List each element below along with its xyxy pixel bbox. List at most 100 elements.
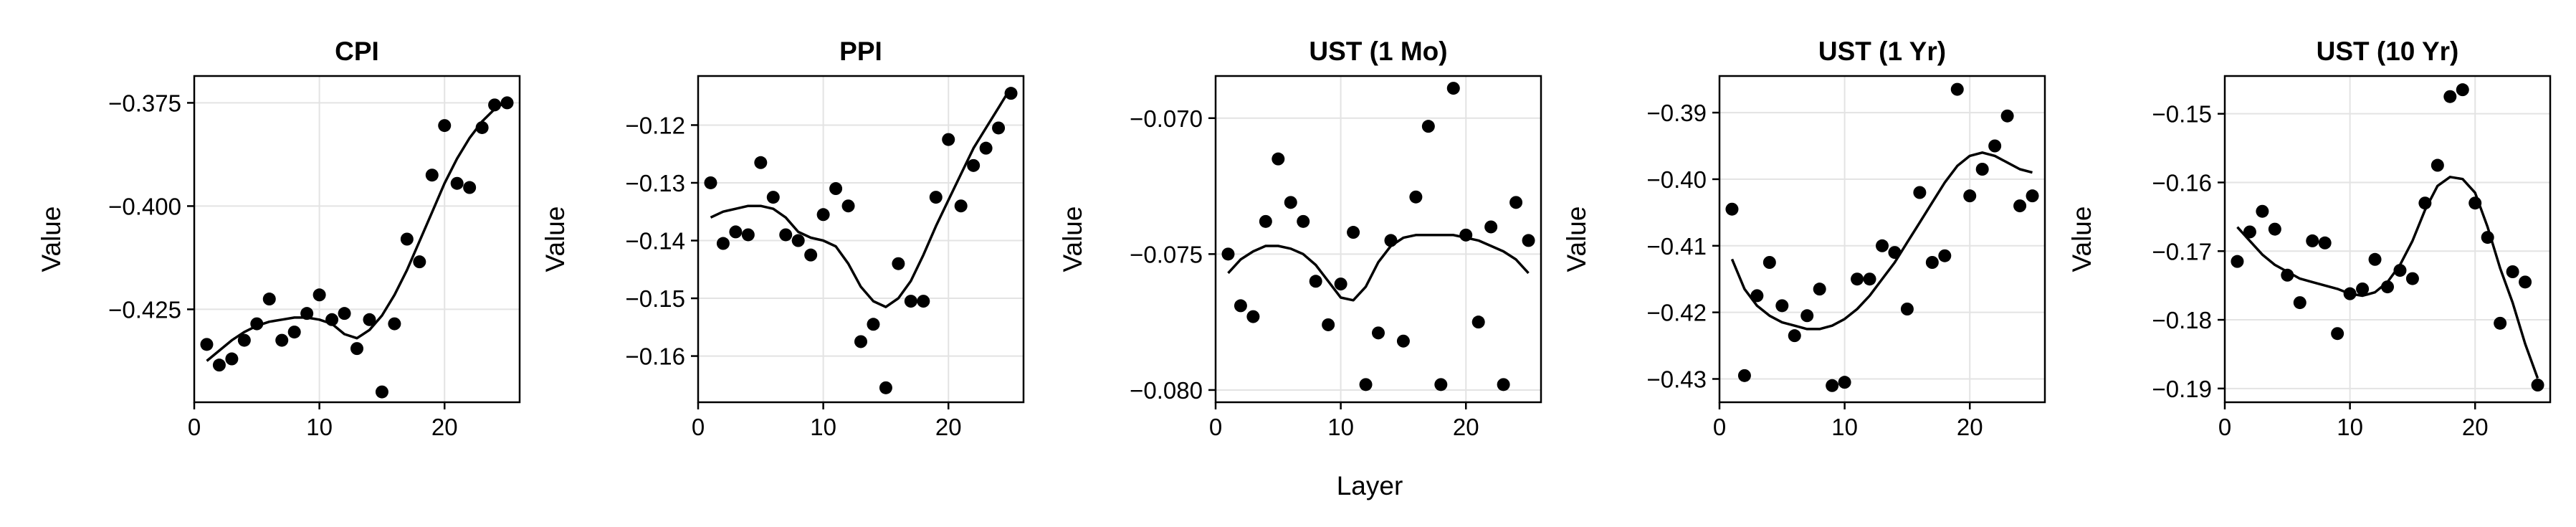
data-point [2318,236,2332,250]
data-point [1259,214,1272,228]
y-tick-label: −0.19 [2152,376,2213,402]
data-point [275,333,289,347]
x-tick-label: 20 [1957,414,1983,440]
data-point [1950,82,1964,96]
data-point [1762,256,1776,269]
data-point [867,318,880,331]
data-point [2356,282,2370,295]
data-point [388,317,401,331]
data-point [754,156,768,169]
data-point [2443,90,2457,103]
data-point [262,293,276,306]
data-point [212,359,226,372]
x-tick-label: 0 [1713,414,1726,440]
panel-title: UST (10 Yr) [2317,37,2459,66]
data-point [463,181,477,194]
data-point [1347,226,1360,239]
data-point [1372,326,1385,340]
y-tick-label: −0.400 [108,193,181,219]
data-point [1826,379,1839,392]
data-point [2531,379,2544,392]
x-tick-label: 0 [188,414,201,440]
data-point [816,208,830,222]
figure-x-axis-label: Layer [1337,471,1403,500]
x-tick-label: 10 [810,414,836,440]
y-tick-label: −0.42 [1647,300,1707,326]
data-point [917,295,930,308]
panel-title: UST (1 Mo) [1309,37,1447,66]
data-point [1509,196,1523,209]
data-point [1851,272,1864,286]
plot-frame [2223,75,2552,404]
chart-panel-5: 0 10 20 −0.19 −0.18 −0.17 −0.16 −0.15 UST (10 Yr… [2067,37,2552,440]
data-point [1284,196,1297,209]
data-point [791,234,805,247]
x-tick-label: 0 [692,414,705,440]
y-axis-label: Value [540,206,570,272]
data-point [2343,287,2357,300]
data-point [729,225,743,239]
data-point [1813,283,1826,296]
y-tick-label: −0.15 [626,285,686,312]
y-tick-label: −0.17 [2152,238,2213,265]
data-point [929,191,943,204]
panel-title: PPI [839,37,882,66]
data-point [967,158,981,172]
x-tick-label: 10 [306,414,333,440]
data-point [1322,318,1335,331]
y-tick-label: −0.16 [2152,169,2213,196]
data-point [1246,310,1260,323]
data-point [1334,277,1347,291]
y-tick-label: −0.375 [108,90,181,116]
data-point [2430,158,2444,172]
data-point [1750,289,1764,303]
data-point [779,228,793,242]
data-point [1309,275,1322,288]
data-point [500,96,514,110]
data-point [1221,247,1235,261]
data-point [200,338,214,351]
x-tick-label: 20 [431,414,458,440]
data-point [1863,272,1876,286]
data-point [450,176,464,190]
data-point [1446,82,1460,95]
data-point [2243,225,2256,239]
x-tick-label: 10 [1831,414,1858,440]
data-point [1938,249,1952,262]
data-point [1925,256,1939,269]
data-point [829,182,843,196]
data-point [1471,315,1485,329]
panel-title: CPI [335,37,379,66]
data-point [2268,222,2281,236]
y-tick-label: −0.080 [1130,377,1203,404]
data-point [804,248,818,262]
data-point [338,307,351,321]
y-tick-label: −0.41 [1647,233,1707,260]
x-tick-label: 10 [1327,414,1354,440]
data-point [488,98,502,112]
data-point [1963,189,1977,203]
panel-title: UST (1 Yr) [1818,37,1946,66]
y-axis-label: Value [2067,206,2096,272]
data-point [1788,329,1801,343]
data-point [225,352,239,366]
data-point [413,255,426,269]
data-point [2381,280,2394,294]
data-point [1988,139,2002,153]
data-point [1421,120,1435,133]
y-tick-label: −0.13 [626,170,686,196]
data-point [350,342,363,356]
data-point [942,133,955,146]
data-point [766,191,780,204]
plot-frame [1718,75,2046,404]
trend-line [1730,151,2033,331]
data-point [475,120,489,134]
data-point [1384,234,1398,247]
data-point [1838,376,1851,389]
chart-panel-3: 0 10 20 −0.080 −0.075 −0.070 UST (1 Mo) Value [1058,37,1542,440]
data-point [1297,214,1310,228]
y-tick-label: −0.425 [108,296,181,323]
y-tick-label: −0.40 [1647,166,1707,193]
data-point [2000,109,2014,123]
data-point [300,307,314,321]
